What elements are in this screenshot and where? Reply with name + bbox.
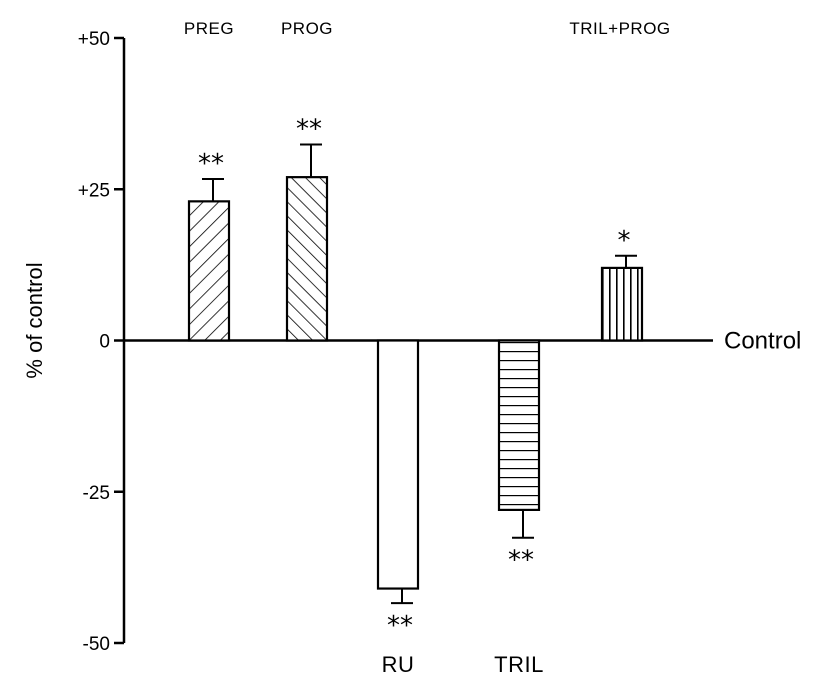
category-label: TRIL [494,652,544,677]
category-label: PREG [184,19,234,38]
significance-marker: ** [198,149,224,179]
bar [376,339,420,590]
category-label: RU [382,652,415,677]
significance-marker: * [618,226,631,256]
bar [600,266,644,342]
category-labels: PREG PROG RU TRIL TRIL+PROG [184,19,670,677]
bar [497,339,541,511]
significance-marker: ** [296,114,322,144]
y-axis-label: % of control [22,262,47,378]
control-line-label: Control [724,328,801,355]
bars: ********* [187,114,644,641]
y-tick-label: +25 [78,180,110,201]
y-tick-label: 0 [99,332,110,353]
bar [187,200,231,342]
y-tick-label: +50 [78,29,110,50]
significance-marker: ** [387,611,413,641]
y-tick-label: -50 [83,634,110,655]
y-tick-label: -25 [83,483,110,504]
category-label: TRIL+PROG [569,19,670,38]
bar [285,176,329,342]
significance-marker: ** [508,546,534,576]
category-label: PROG [281,19,333,38]
